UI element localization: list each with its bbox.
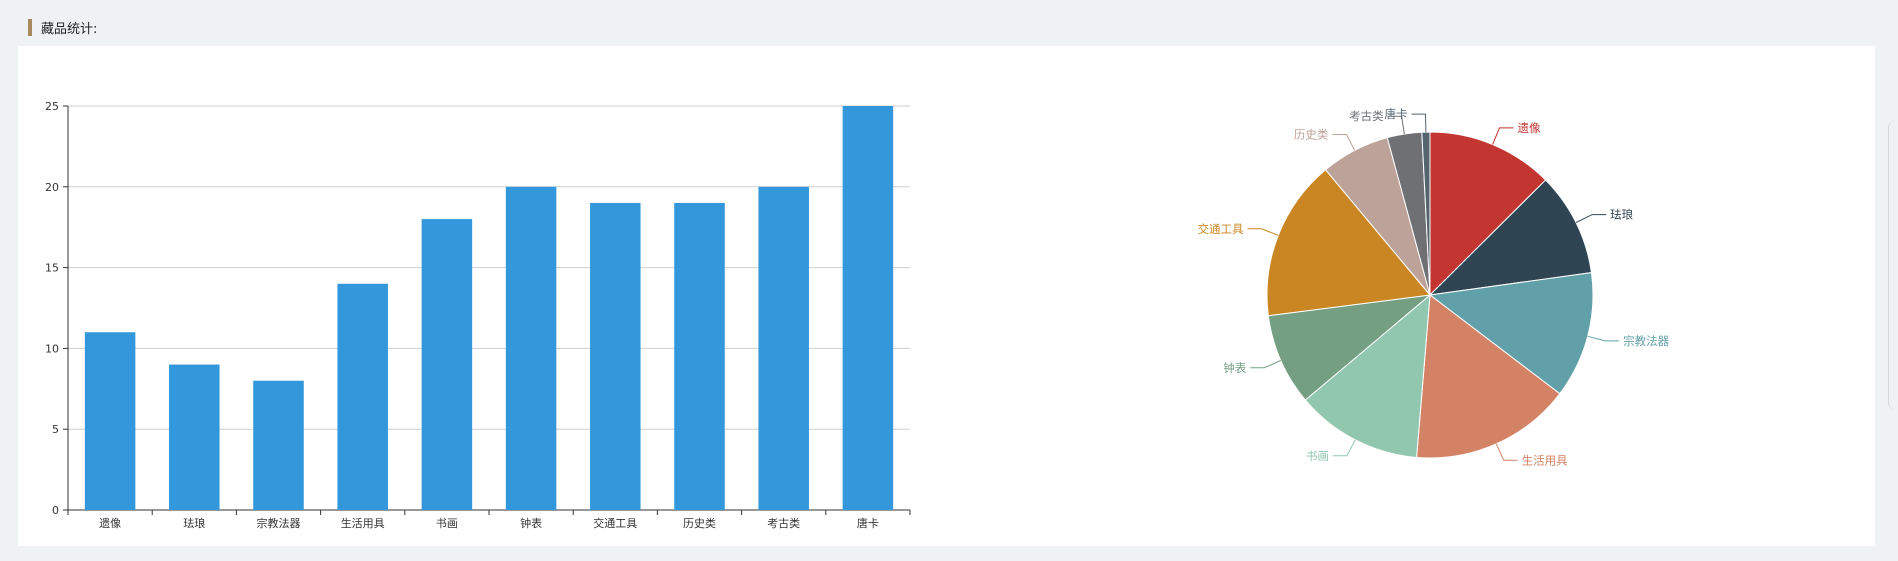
y-tick-label: 10: [45, 342, 59, 355]
header-accent-bar: [28, 18, 32, 36]
x-tick-label: 宗教法器: [257, 516, 301, 530]
y-tick-label: 15: [45, 262, 59, 275]
pie-label: 书画: [1306, 449, 1329, 463]
pie-label: 钟表: [1223, 361, 1246, 375]
chart-panel: 0 5 10 15 20 25 遗像 珐琅 宗教法器 生活用具 书画 钟表 交通工具 历史类 考古类 唐卡 遗…: [18, 46, 1875, 546]
bar-9: [842, 106, 894, 510]
bar-6: [590, 202, 641, 510]
x-tick-label: 唐卡: [857, 516, 879, 530]
pie-label-line: [1411, 113, 1427, 133]
pie-label: 生活用具: [1522, 453, 1568, 467]
x-tick-label: 历史类: [683, 516, 716, 530]
x-tick-label: 珐琅: [183, 516, 205, 530]
section-title: 藏品统计:: [41, 21, 98, 37]
x-tick-label: 遗像: [99, 516, 121, 530]
y-tick-label: 20: [45, 181, 59, 194]
x-tick-label: 考古类: [767, 516, 800, 530]
bar-4: [421, 219, 473, 510]
pie-label: 珐琅: [1610, 208, 1633, 222]
pie-slice-5: [1267, 294, 1432, 401]
pie-label: 考古类: [1349, 109, 1384, 123]
pie-label-line: [1587, 335, 1620, 342]
pie-label-line: [1495, 443, 1518, 461]
pie-label-line: [1575, 214, 1607, 224]
pie-label-line: [1247, 228, 1279, 236]
pie-slice-0: [1429, 131, 1547, 297]
x-tick-label: 生活用具: [341, 516, 385, 530]
scroll-edge[interactable]: [1888, 120, 1898, 410]
bar-1: [169, 364, 220, 510]
pie-label: 交通工具: [1198, 222, 1244, 236]
bar-0: [84, 332, 136, 510]
bar-chart: 0 5 10 15 20 25 遗像 珐琅 宗教法器 生活用具 书画 钟表 交通工具 历史类 考古类 唐卡: [45, 100, 911, 530]
pie-label: 唐卡: [1384, 107, 1407, 121]
pie-slice-2: [1428, 272, 1594, 395]
pie-label: 历史类: [1294, 127, 1329, 141]
y-tick-label: 25: [45, 100, 59, 113]
x-tick-label: 钟表: [520, 516, 542, 530]
pie-label: 宗教法器: [1623, 334, 1669, 348]
pie-label-line: [1387, 115, 1405, 135]
bar-2: [253, 380, 304, 510]
bar-3: [337, 283, 388, 510]
y-tick-label: 5: [52, 423, 59, 436]
pie-slice-4: [1304, 293, 1431, 458]
y-tick-label: 0: [52, 504, 59, 517]
pie-label-line: [1333, 439, 1356, 457]
x-tick-label: 书画: [436, 517, 458, 530]
section-header: 藏品统计:: [28, 18, 98, 37]
pie-label-line: [1492, 127, 1514, 145]
x-tick-label: 交通工具: [593, 516, 637, 530]
bar-7: [674, 202, 725, 510]
bar-5: [505, 186, 557, 511]
pie-label-line: [1332, 134, 1356, 151]
bar-8: [758, 186, 809, 511]
pie-label-line: [1250, 360, 1282, 369]
pie-label: 遗像: [1517, 121, 1541, 135]
